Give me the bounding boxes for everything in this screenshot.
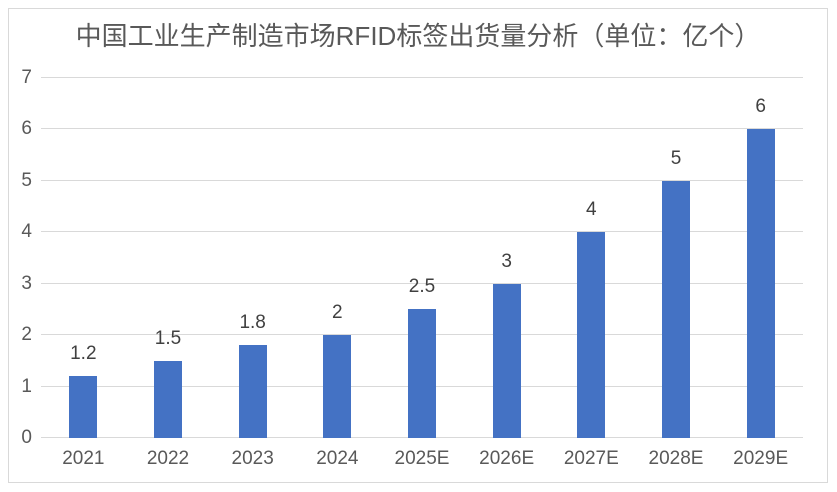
- plot-area: 0 1 2 3 4 5 6 7 1.2 2021 1.5 2022 1.8 2023 2 2024 2.5 202…: [21, 68, 803, 469]
- gridline-y5: [41, 179, 803, 181]
- y-axis-tick-label: 2: [21, 324, 32, 346]
- y-axis-tick-label: 7: [21, 67, 32, 88]
- data-label-2021: 1.2: [70, 343, 97, 365]
- y-axis-tick-label: 0: [21, 427, 32, 448]
- x-axis-tick-label-2029E: 2029E: [733, 448, 789, 469]
- bar-2023: [238, 345, 267, 438]
- y-axis-tick-label: 5: [21, 169, 32, 191]
- gridline-y3: [41, 282, 803, 284]
- bar-2024: [323, 335, 352, 438]
- data-label-2026E: 3: [501, 250, 512, 272]
- bar-2028E: [662, 180, 690, 438]
- bar-2022: [154, 360, 182, 438]
- y-axis-tick-label: 4: [21, 221, 32, 243]
- x-axis-tick-label-2028E: 2028E: [648, 448, 704, 469]
- bar-2021: [69, 376, 98, 438]
- data-label-2024: 2: [332, 302, 343, 324]
- y-axis-tick-label: 1: [21, 375, 32, 397]
- bar-2025E: [408, 309, 436, 438]
- x-axis-tick-label-2021: 2021: [62, 448, 105, 469]
- bar-2029E: [746, 129, 775, 438]
- chart-title: 中国工业生产制造市场RFID标签出货量分析（单位：亿个）: [75, 21, 761, 51]
- gridline-y4: [41, 231, 803, 233]
- data-label-2027E: 4: [586, 199, 597, 221]
- x-axis-tick-label-2024: 2024: [316, 448, 359, 469]
- x-axis-tick-label-2022: 2022: [146, 448, 190, 469]
- gridline-y6: [41, 128, 803, 130]
- gridline-y7: [41, 77, 803, 78]
- bar-2027E: [577, 232, 606, 438]
- data-label-2028E: 5: [670, 147, 682, 169]
- x-axis-tick-label-2026E: 2026E: [479, 448, 535, 469]
- data-label-2029E: 6: [755, 96, 766, 118]
- y-axis-tick-label: 3: [21, 272, 32, 294]
- data-label-2025E: 2.5: [408, 276, 436, 298]
- x-axis-tick-label-2025E: 2025E: [394, 448, 450, 469]
- x-axis-tick-label-2023: 2023: [231, 448, 274, 469]
- data-label-2022: 1.5: [154, 327, 182, 349]
- bar-2026E: [492, 283, 521, 438]
- data-label-2023: 1.8: [239, 312, 266, 334]
- x-axis-tick-label-2027E: 2027E: [563, 448, 619, 469]
- y-axis-tick-label: 6: [21, 118, 32, 140]
